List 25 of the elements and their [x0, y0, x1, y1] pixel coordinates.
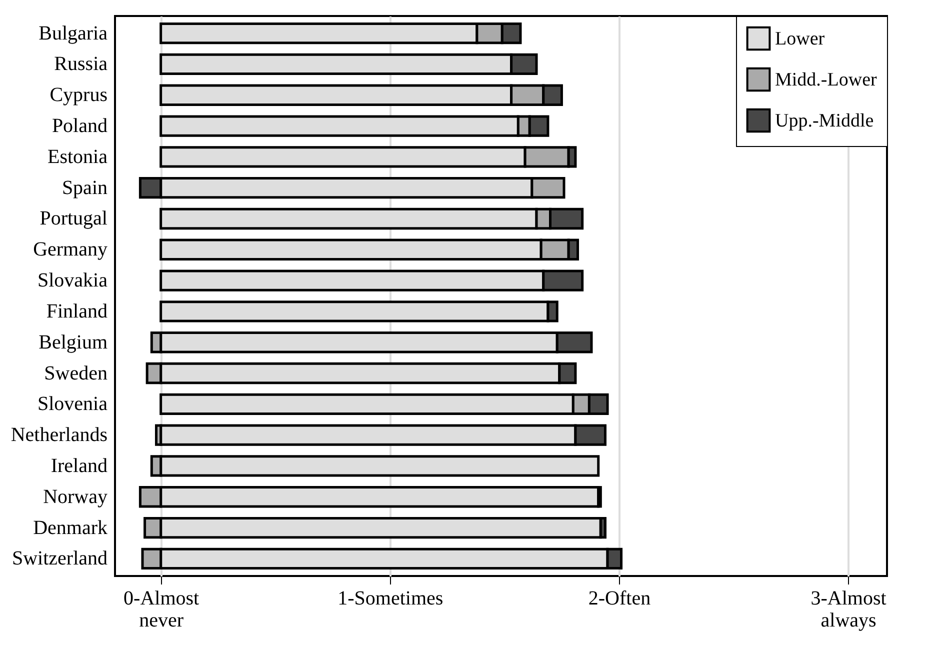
y-tick-label: Russia — [54, 53, 108, 76]
y-tick-label: Switzerland — [12, 548, 108, 570]
legend-label: Midd.-Lower — [775, 70, 878, 90]
y-tick-label: Spain — [62, 176, 108, 199]
y-tick-label: Slovakia — [38, 270, 108, 292]
y-tick-label: Ireland — [50, 454, 108, 477]
y-tick-label: Portugal — [40, 208, 108, 230]
y-tick-label: Estonia — [48, 146, 108, 168]
legend-label: Lower — [775, 28, 826, 50]
x-tick-label: 3-Almost always — [810, 588, 887, 632]
x-tick-label: 0-Almost never — [124, 588, 200, 632]
legend-label: Upp.-Middle — [775, 110, 874, 132]
x-tick-label: 1-Sometimes — [338, 588, 444, 610]
y-tick-label: Belgium — [38, 331, 108, 354]
y-tick-label: Bulgaria — [38, 22, 108, 44]
y-tick-label: Norway — [43, 486, 108, 508]
x-tick-label: 2-Often — [588, 588, 651, 610]
y-tick-label: Poland — [52, 115, 108, 138]
y-tick-label: Denmark — [33, 516, 108, 539]
y-tick-label: Slovenia — [38, 393, 108, 416]
y-tick-label: Cyprus — [50, 84, 108, 106]
y-tick-label: Sweden — [44, 362, 108, 384]
y-tick-label: Germany — [33, 238, 108, 261]
y-tick-label: Netherlands — [10, 424, 108, 446]
y-tick-label: Finland — [46, 300, 108, 322]
